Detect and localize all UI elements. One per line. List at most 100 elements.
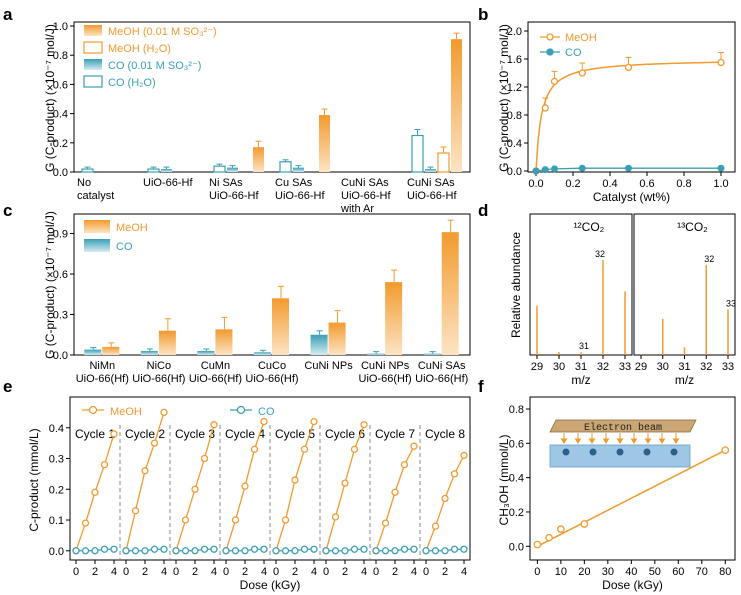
e-point — [391, 488, 399, 496]
c-category-label: UiO-66(Hf) — [132, 373, 185, 385]
e-xtick-label: 0 — [173, 566, 179, 578]
e-cycle-label: Cycle 7 — [375, 427, 415, 441]
f-inset-arrow — [658, 433, 666, 444]
e-point — [191, 485, 199, 493]
b-co-point — [625, 164, 632, 172]
a-bar — [451, 39, 462, 172]
e-cycle-label: Cycle 2 — [125, 427, 165, 441]
d-xtick-label: 29 — [635, 361, 647, 373]
e-point — [150, 545, 159, 553]
b-ytick-label: 0.8 — [507, 110, 522, 122]
a-bar — [253, 147, 264, 172]
d-plot-frame — [529, 213, 633, 356]
e-cycle-label: Cycle 4 — [225, 427, 265, 441]
d-peak-label: 32 — [595, 249, 605, 259]
b-ytick-label: 0.0 — [507, 166, 522, 178]
d-xtick-label: 29 — [531, 361, 543, 373]
a-bar — [279, 161, 292, 173]
c-meoh-bar — [385, 282, 403, 355]
b-meoh-point — [541, 104, 549, 112]
d-ylabel: Relative abundance — [509, 232, 523, 338]
e-point — [141, 547, 149, 555]
a-category-label: UiO-66-Hf — [209, 190, 259, 202]
c-category-label: CuCo — [258, 360, 286, 372]
e-xtick-label: 2 — [292, 566, 298, 578]
c-ylabel: G (C-product) (×10⁻⁷ mol/J) — [43, 211, 57, 359]
e-ylabel: C-product (mmol/L) — [27, 428, 41, 531]
e-point — [160, 408, 168, 417]
d-xlabel: m/z — [571, 373, 590, 387]
a-category-label: UiO-66-Hf — [341, 190, 391, 202]
e-ytick-label: 0.1 — [49, 515, 64, 527]
e-xtick-label: 2 — [142, 566, 148, 578]
a-ytick-label: 0.8 — [53, 50, 68, 62]
f-xtick-label: 10 — [555, 566, 567, 578]
e-point — [310, 417, 318, 426]
e-legend-label: CO — [258, 406, 275, 418]
panel-label-f: f — [478, 377, 484, 396]
c-meoh-bar — [328, 322, 346, 355]
c-category-label: UiO-66(Hf) — [245, 373, 298, 385]
e-point — [300, 445, 309, 453]
b-xtick-label: 0.2 — [565, 178, 580, 190]
e-xlabel: Dose (kGy) — [240, 578, 301, 592]
f-inset-arrow — [616, 433, 624, 444]
e-point — [350, 545, 359, 553]
f-point — [545, 533, 553, 542]
c-co-bar — [140, 350, 158, 355]
e-xtick-label: 2 — [392, 566, 398, 578]
e-xtick-label: 2 — [342, 566, 348, 578]
f-inset-particle — [670, 448, 678, 456]
f-inset-arrow — [574, 433, 582, 444]
e-point — [431, 547, 440, 555]
e-point — [200, 454, 209, 463]
e-xtick-label: 0 — [273, 566, 279, 578]
f-plot-frame — [529, 396, 736, 561]
f-ytick-label: 0.6 — [509, 438, 524, 450]
c-meoh-bar — [441, 232, 459, 355]
f-inset-label: Electron beam — [584, 422, 662, 434]
f-xtick-label: 40 — [625, 566, 637, 578]
a-bar — [227, 167, 238, 172]
d-xtick-label: 31 — [575, 361, 587, 373]
panel-label-c: c — [3, 201, 12, 220]
d-xtick-label: 30 — [657, 361, 669, 373]
c-legend-swatch — [84, 239, 110, 252]
e-cycle-label: Cycle 6 — [325, 427, 365, 441]
b-meoh-point — [624, 63, 633, 72]
c-meoh-bar — [102, 346, 120, 355]
f-xtick-label: 20 — [578, 566, 590, 578]
f-inset-arrow — [644, 433, 652, 444]
e-point — [460, 451, 468, 460]
b-ytick-label: 1.2 — [507, 82, 522, 94]
e-xtick-label: 0 — [373, 566, 379, 578]
c-meoh-bar — [272, 298, 289, 355]
e-xtick-label: 4 — [261, 566, 267, 578]
b-legend-marker — [546, 33, 554, 41]
d-xtick-label: 33 — [722, 361, 734, 373]
e-point — [191, 547, 199, 555]
a-category-label: CuNi SAs — [407, 177, 455, 189]
chart-d: Relative abundance ¹²CO₂ 29 30 31 31 32 32 33 m/z… — [509, 213, 736, 387]
c-legend-label: MeOH — [116, 222, 148, 234]
e-cycle-label: Cycle 5 — [275, 427, 315, 441]
f-inset-arrow — [560, 433, 568, 444]
a-ytick-label: 1.0 — [53, 21, 68, 33]
f-inset-beam-source — [549, 419, 697, 433]
f-ytick-label: 0.0 — [509, 541, 524, 553]
e-point — [181, 547, 190, 555]
e-point — [260, 417, 268, 426]
e-point — [150, 439, 159, 447]
e-point — [431, 522, 440, 530]
e-ytick-label: 0.0 — [49, 546, 64, 558]
panel-label-e: e — [3, 377, 12, 396]
d-xlabel: m/z — [675, 373, 694, 387]
e-point — [360, 421, 368, 429]
f-ytick-label: 0.8 — [509, 404, 524, 416]
e-point — [91, 488, 99, 496]
f-inset-solution — [549, 444, 691, 468]
b-co-point — [541, 166, 549, 174]
d-panel-title: ¹³CO₂ — [677, 220, 708, 234]
e-xtick-label: 2 — [242, 566, 248, 578]
d-peak-label: 32 — [704, 254, 714, 264]
